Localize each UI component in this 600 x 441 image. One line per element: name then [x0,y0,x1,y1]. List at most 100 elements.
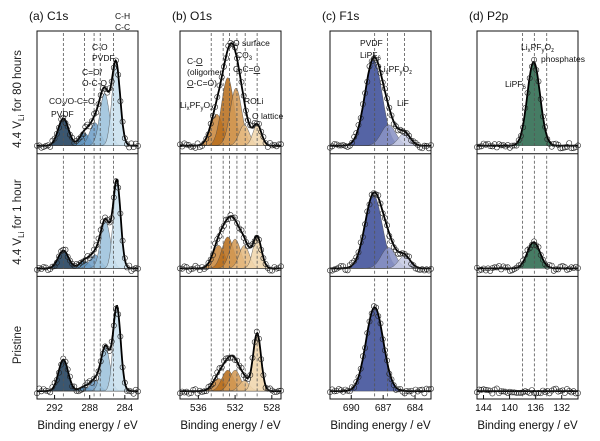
data-point [42,142,49,149]
data-point [273,265,280,272]
data-point [108,215,115,221]
data-point [548,262,555,269]
annotation-lif: LiF [397,98,409,108]
fit-envelope [37,178,138,270]
data-point [406,253,412,260]
data-point [366,63,373,70]
data-point [117,210,124,217]
data-point [515,389,522,396]
data-point [209,380,216,387]
data-point [67,257,73,264]
data-points [327,303,434,397]
data-point [242,107,249,114]
data-point [278,263,284,270]
data-point [58,116,65,123]
data-point [258,128,265,135]
data-point [97,358,104,365]
data-point [493,385,500,392]
data-point [95,235,102,242]
annotations-o1s: O surface CO3 O-C=O C-O (oligomer, O-C=O… [180,38,283,121]
data-point [93,374,100,381]
x-tick-label: 690 [343,403,360,414]
data-point [476,143,483,150]
data-point [537,251,544,258]
data-points [327,55,434,152]
data-point [502,264,509,271]
panel-frame [329,30,432,400]
annotation-pvdf-cf: PVDF [92,53,115,63]
annotation-co: C-O [92,42,108,52]
annotation-co3: CO3 [236,50,253,62]
data-point [249,241,256,248]
data-point [500,388,507,395]
x-axis-label: Binding energy / eV [37,420,138,432]
data-point [357,239,364,246]
data-point [524,90,531,96]
annotations-p2p: LixPFyOz phosphates LiPF6 [505,42,585,91]
data-point [60,246,67,253]
panel-label: (a) C1s [29,9,68,23]
panel-frame [179,30,282,400]
data-point [511,389,518,396]
data-point [482,386,489,393]
data-point [108,338,115,345]
data-point [399,388,406,395]
data-point [89,118,95,124]
panel-2: (b) O1s 536 532 528 Binding energy / eV [172,9,284,432]
data-point [207,382,214,389]
data-point [414,266,421,273]
data-point [278,387,284,394]
data-point [267,385,273,392]
data-point [412,139,419,146]
data-point [97,227,104,233]
data-point [53,376,60,383]
data-point [511,142,518,149]
data-point [220,63,227,70]
data-point [485,387,491,393]
data-point [522,252,529,258]
annotation-pvdf-ch2: PVDF [51,109,74,119]
data-point [480,265,487,272]
data-point [575,390,581,396]
data-point [275,265,282,271]
data-point [106,85,113,92]
data-point [518,389,524,396]
data-point [533,390,540,397]
data-point [69,134,75,141]
data-point [271,389,278,395]
x-tick-label: 684 [407,403,424,414]
x-tick-label: 144 [475,403,492,414]
data-point [121,255,128,261]
data-point [126,387,133,394]
annotation-lixpfyoz: LixPFyOz [521,42,554,54]
data-point [546,140,553,147]
data-point [412,386,419,393]
data-point [51,379,58,386]
data-point [214,236,221,243]
data-point [236,68,243,75]
data-point [62,246,69,253]
data-point [390,121,397,127]
data-point [513,389,520,396]
data-point [561,144,568,151]
data-point [496,390,502,396]
data-point [349,259,355,266]
data-point [183,141,190,148]
data-point [379,336,386,343]
x-tick-label: 136 [527,403,544,414]
x-tick-label: 288 [81,403,98,414]
data-point [38,388,45,395]
data-point [84,121,91,128]
data-point [364,330,371,336]
data-point [212,104,218,110]
row-labels: 4.4 VLi for 80 hours 4.4 VLi for 1 hour … [12,50,26,364]
data-point [344,387,351,394]
data-point [223,55,229,61]
data-point [258,356,265,363]
data-point [568,145,575,152]
data-point [353,130,360,136]
data-point [428,265,434,272]
data-point [540,256,546,263]
data-point [260,255,267,262]
data-point [506,144,513,151]
